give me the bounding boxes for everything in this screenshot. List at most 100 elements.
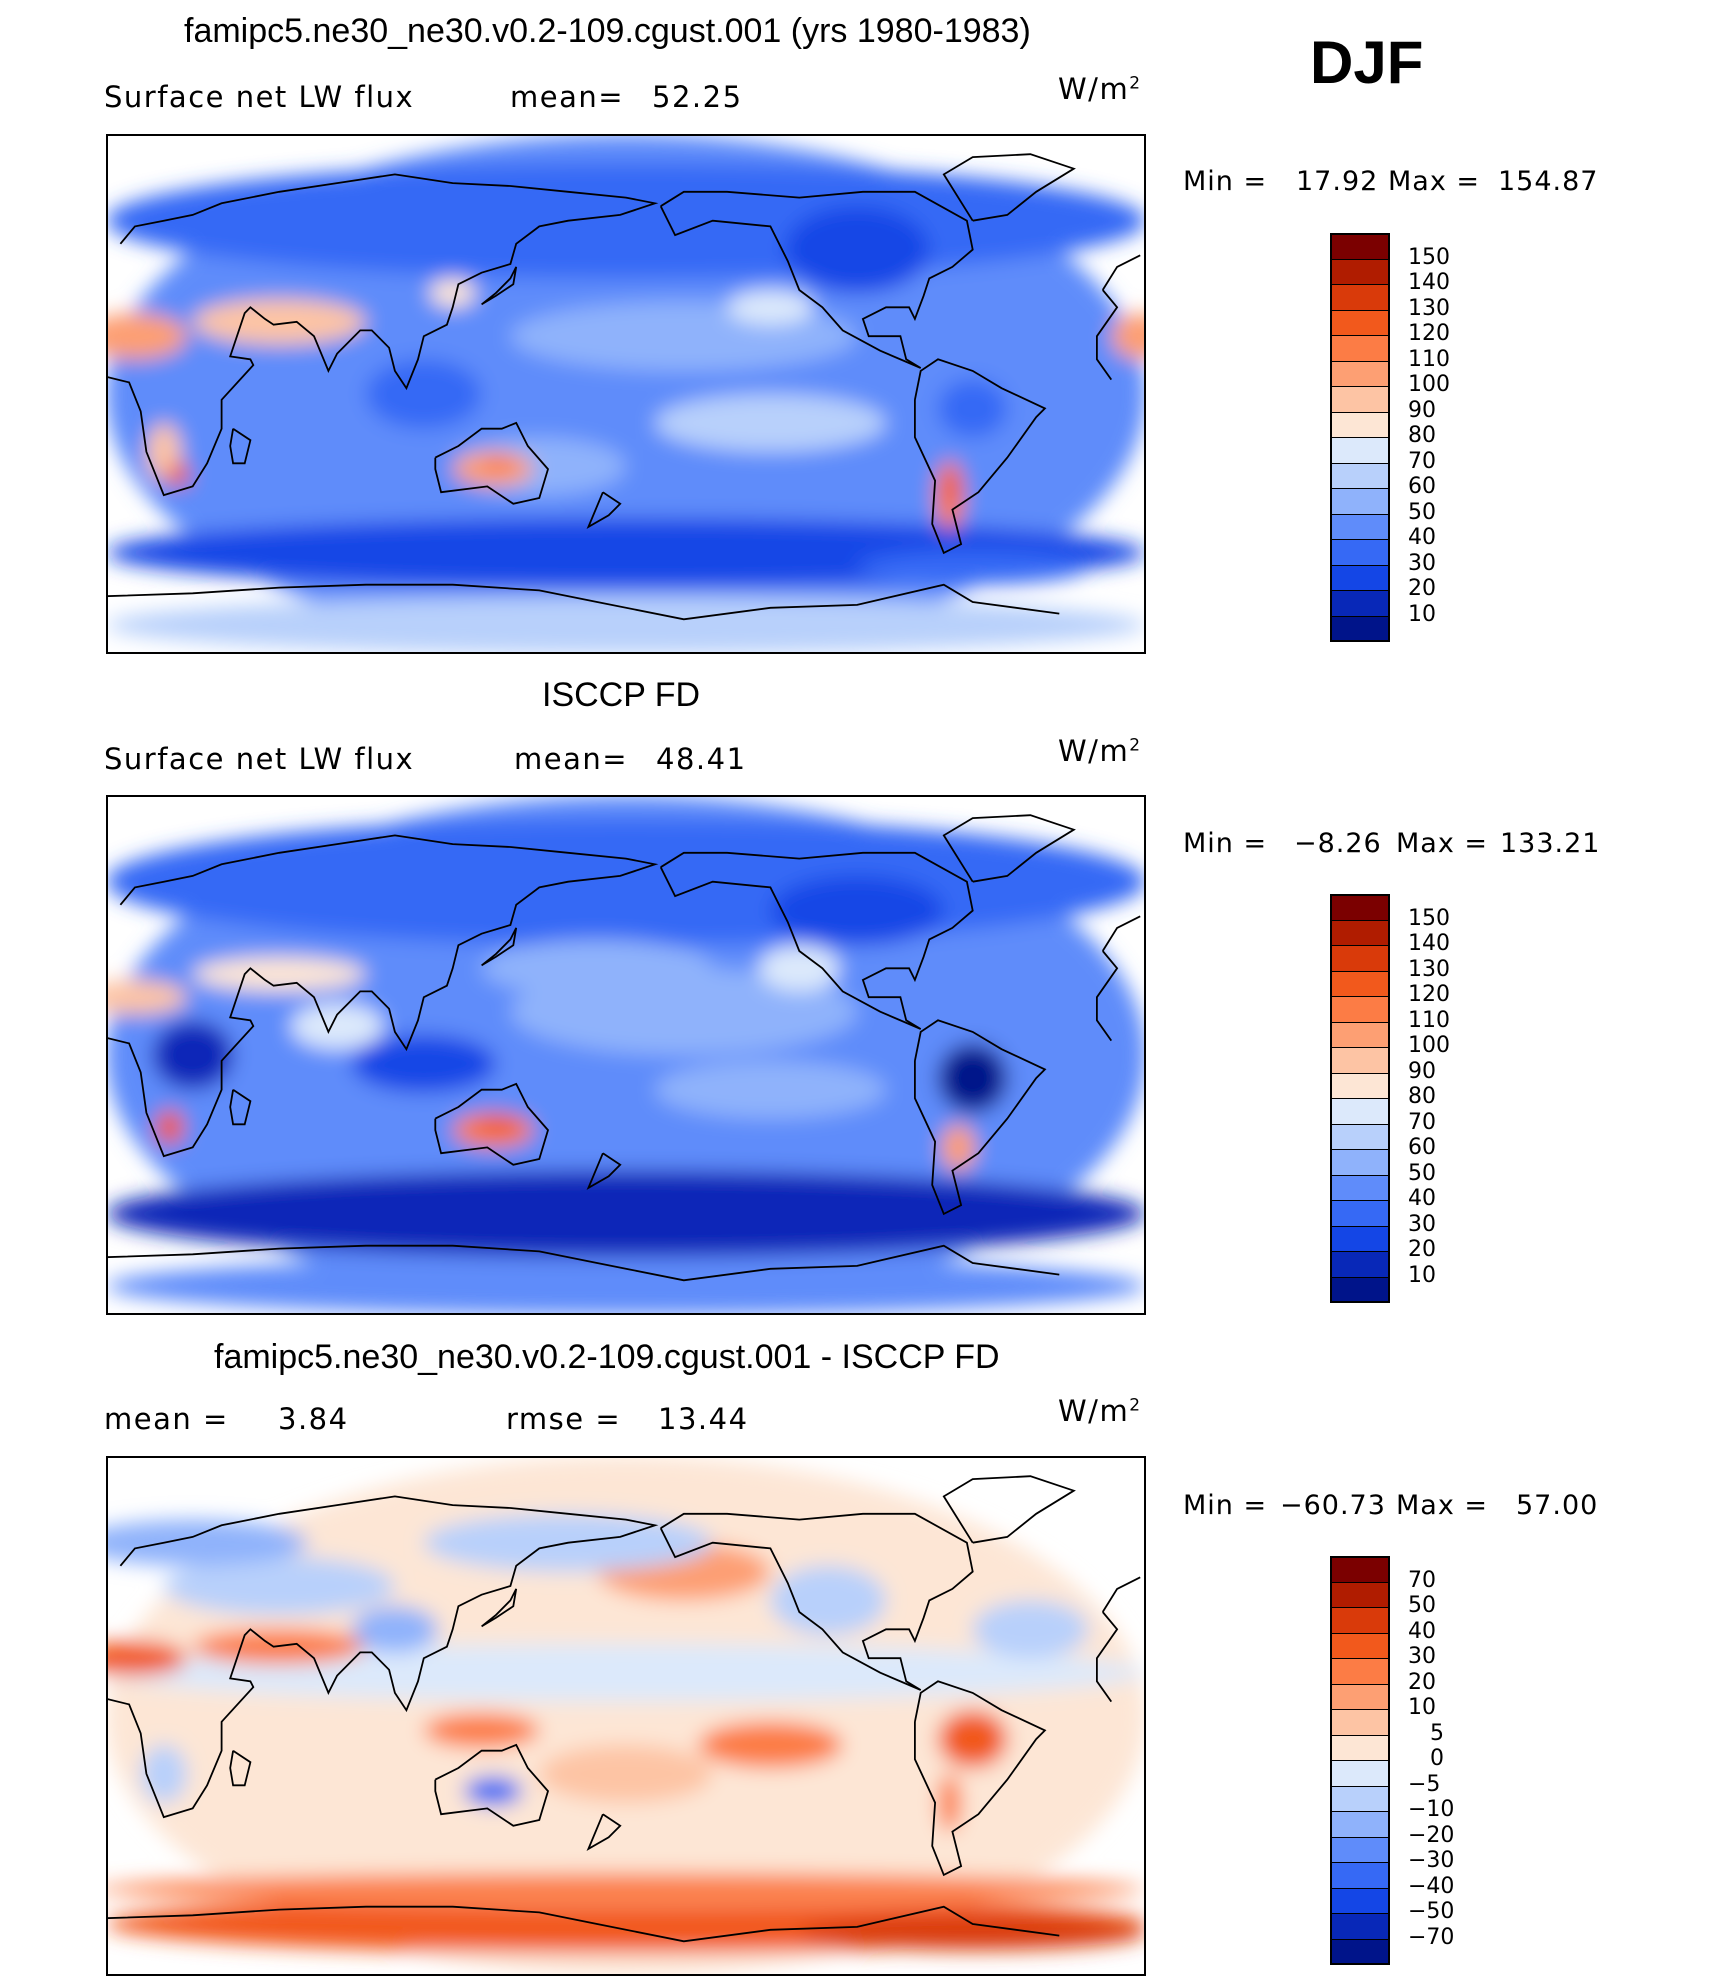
panel2-colorbar-tick-label: 140 [1408, 931, 1450, 956]
panel2-coastline [434, 1082, 550, 1166]
panel2-field-region [152, 1020, 234, 1090]
panel3-colorbar-swatch [1330, 1836, 1390, 1863]
panel3-field-region [106, 1519, 309, 1566]
panel2-colorbar-tick-label: 10 [1408, 1262, 1436, 1288]
panel3-map-frame [106, 1456, 1146, 1976]
panel2-colorbar-swatch [1330, 945, 1390, 971]
panel2-field-region [106, 1257, 1146, 1315]
panel1-coastline [659, 190, 974, 369]
panel1-units-base: W/m [1058, 72, 1130, 106]
panel3-colorbar-tick-label: 5 [1430, 1720, 1444, 1746]
panel1-mean-value: 52.25 [652, 80, 743, 114]
panel1-colorbar-tick-label: 150 [1408, 244, 1450, 270]
panel2-colorbar-swatch [1330, 996, 1390, 1022]
panel1-field-region [106, 313, 187, 360]
panel1-colorbar-swatch [1330, 513, 1390, 540]
panel2-colorbar-tick-label: 80 [1408, 1084, 1436, 1109]
panel3-colorbar-tick-label: −5 [1408, 1771, 1441, 1797]
panel3-field-region [799, 1915, 1146, 1950]
panel3-coastline [659, 1512, 974, 1691]
panel2-field-region [192, 861, 540, 931]
panel1-colorbar: 150 140 130 120 110 100 90 80 70 60 50 40 30 20 10 [1330, 233, 1630, 645]
panel2-colorbar-tick-label: 120 [1408, 982, 1450, 1007]
panel1-colorbar-swatch [1330, 258, 1390, 285]
panel2-field-region [770, 875, 944, 946]
panel2-coastline [659, 851, 974, 1030]
panel3-mean-value: 3.84 [278, 1402, 349, 1436]
panel2-colorbar-tick-label: 100 [1408, 1033, 1450, 1058]
panel3-colorbar-swatch [1330, 1607, 1390, 1633]
panel2-colorbar-swatch [1330, 970, 1390, 997]
panel3-field-region [106, 1640, 187, 1676]
panel2-mean-label: mean= [514, 742, 629, 776]
panel3-colorbar-tick-label: 10 [1408, 1695, 1436, 1720]
panel1-colorbar-tick-label: 20 [1408, 576, 1436, 601]
panel2-field-region [351, 1034, 496, 1093]
panel2-field-region [940, 1124, 976, 1171]
panel3-colorbar-tick-label: −10 [1408, 1797, 1455, 1822]
panel2-coastline [106, 1244, 1060, 1282]
panel1-coastline [586, 491, 622, 529]
panel1-title: famipc5.ne30_ne30.v0.2-109.cgust.001 (yr… [184, 12, 1031, 50]
panel3-field-region [539, 1744, 713, 1803]
panel2-coastline [586, 1152, 622, 1190]
panel1-colorbar-swatch [1330, 284, 1390, 310]
panel3-units-sup: 2 [1129, 1395, 1142, 1416]
panel2-colorbar-tick-label: 50 [1408, 1160, 1436, 1186]
panel2-title: ISCCP FD [542, 676, 701, 714]
panel3-field-region [106, 1877, 1132, 1901]
panel1-max-label: Max = [1388, 166, 1481, 197]
panel2-colorbar-swatch [1330, 919, 1390, 946]
panel3-field-region [140, 1744, 187, 1803]
panel3-colorbar: 70 50 40 30 20 10 5 0 −5 −10 −20 −30 −40 −50 −70 [1330, 1556, 1630, 1968]
panel2-colorbar-swatch [1330, 1225, 1390, 1252]
panel2-coastline [942, 814, 1076, 883]
panel2-field-region [290, 1003, 384, 1050]
panel3-units: W/m2 [1058, 1394, 1142, 1428]
panel2-min-value: −8.26 [1294, 828, 1382, 859]
panel2-colorbar-tick-label: 40 [1408, 1186, 1436, 1211]
panel3-colorbar-swatch [1330, 1734, 1390, 1761]
panel1-coastline [106, 583, 1060, 621]
panel2-variable-label: Surface net LW flux [104, 742, 415, 776]
panel1-colorbar-swatch [1330, 335, 1390, 361]
panel1-coastline [481, 266, 518, 306]
panel1-coastline [434, 421, 550, 505]
panel3-field-region [938, 1773, 962, 1832]
panel1-colorbar-tick-label: 140 [1408, 270, 1450, 295]
panel1-colorbar-tick-label: 70 [1408, 448, 1436, 474]
panel1-coastline [914, 358, 1047, 555]
panel1-field-region [654, 394, 886, 452]
panel2-field-region [475, 1115, 522, 1133]
panel3-units-base: W/m [1058, 1394, 1130, 1428]
panel3-title: famipc5.ne30_ne30.v0.2-109.cgust.001 - I… [214, 1338, 1000, 1376]
panel1-colorbar-swatch [1330, 590, 1390, 616]
panel3-colorbar-swatch [1330, 1913, 1390, 1939]
panel3-colorbar-swatch [1330, 1760, 1390, 1786]
panel3-field-region [423, 1713, 540, 1748]
panel3-colorbar-swatch [1330, 1556, 1390, 1582]
panel1-colorbar-swatch [1330, 564, 1390, 591]
panel2-mean-value: 48.41 [656, 742, 747, 776]
panel3-colorbar-tick-label: −30 [1408, 1848, 1455, 1873]
panel2-map-frame [106, 795, 1146, 1315]
panel2-coastline [914, 1019, 1047, 1216]
panel2-max-value: 133.21 [1500, 828, 1601, 859]
panel2-units-sup: 2 [1129, 735, 1142, 756]
panel3-colorbar-swatch [1330, 1581, 1390, 1608]
panel1-colorbar-swatch [1330, 386, 1390, 412]
panel3-coastline [229, 1749, 252, 1787]
panel1-colorbar-tick-label: 40 [1408, 525, 1436, 550]
panel2-colorbar-tick-label: 20 [1408, 1237, 1436, 1262]
panel3-max-label: Max = [1396, 1490, 1489, 1521]
panel2-field-region [758, 945, 840, 992]
panel2-field-region [654, 1060, 886, 1119]
panel1-units: W/m2 [1058, 72, 1142, 106]
panel2-colorbar-tick-label: 150 [1408, 905, 1450, 931]
panel3-colorbar-tick-label: 40 [1408, 1618, 1436, 1644]
panel1-min-label: Min = [1183, 166, 1268, 197]
panel3-colorbar-swatch [1330, 1632, 1390, 1659]
panel1-field-region [429, 278, 476, 308]
panel3-colorbar-tick-label: 50 [1408, 1593, 1436, 1618]
panel1-field-region [481, 454, 517, 473]
